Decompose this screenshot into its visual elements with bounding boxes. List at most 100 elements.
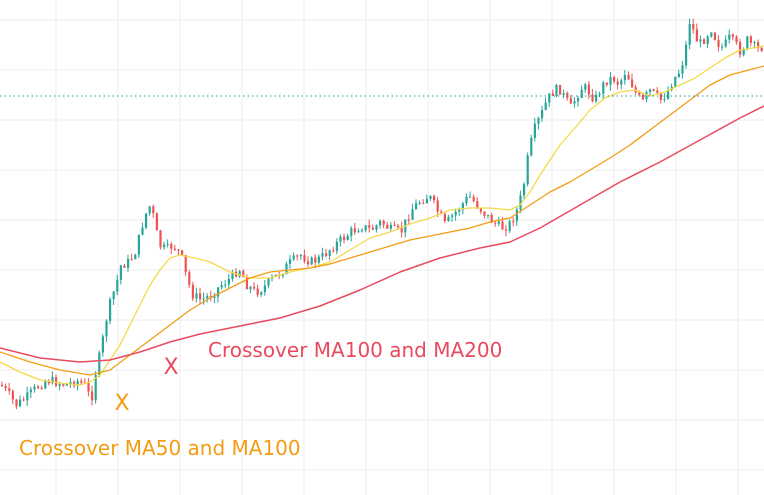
candle-body: [760, 47, 763, 52]
candle-body: [15, 399, 18, 407]
candle-body: [224, 284, 227, 286]
candle-body: [706, 36, 709, 45]
candle-body: [29, 389, 32, 393]
candle-body: [454, 211, 457, 216]
candle-body: [163, 244, 166, 248]
candle-body: [577, 97, 580, 102]
candle-body: [91, 391, 94, 401]
candle-body: [364, 225, 367, 231]
candle-body: [245, 277, 248, 290]
candle-body: [685, 44, 688, 66]
candle-body: [605, 82, 608, 85]
candle-body: [551, 93, 554, 96]
candle-body: [407, 219, 410, 221]
candle-body: [94, 375, 97, 401]
candle-body: [429, 195, 432, 199]
candle-body: [289, 259, 292, 264]
candle-body: [523, 184, 526, 196]
candle-body: [674, 76, 677, 87]
candle-body: [141, 227, 144, 235]
candle-body: [638, 92, 641, 95]
candle-body: [573, 101, 576, 104]
candle-body: [652, 89, 655, 91]
candle-body: [109, 299, 112, 321]
candle-body: [508, 221, 511, 231]
candle-body: [681, 65, 684, 74]
candle-body: [418, 202, 421, 204]
candle-body: [641, 94, 644, 100]
candle-body: [33, 386, 36, 390]
candle-body: [487, 214, 490, 216]
candle-body: [47, 381, 50, 384]
candle-body: [361, 230, 364, 232]
candle-body: [591, 94, 594, 102]
candle-body: [710, 32, 713, 37]
candle-body: [490, 214, 493, 223]
candlesticks: [1, 18, 763, 410]
candle-body: [512, 221, 515, 223]
candle-body: [436, 200, 439, 212]
candle-body: [51, 377, 54, 384]
candle-body: [353, 228, 356, 233]
candle-body: [148, 206, 151, 214]
candle-body: [116, 279, 119, 292]
candle-body: [742, 49, 745, 55]
candle-body: [231, 271, 234, 279]
candle-body: [40, 388, 43, 390]
candle-body: [382, 220, 385, 225]
candle-body: [746, 36, 749, 50]
candle-body: [155, 213, 158, 231]
candle-body: [494, 222, 497, 224]
candle-body: [202, 298, 205, 300]
candle-body: [130, 258, 133, 260]
candle-body: [692, 24, 695, 30]
candle-body: [483, 211, 486, 216]
candle-body: [188, 272, 191, 285]
candle-body: [368, 225, 371, 228]
candle-body: [519, 195, 522, 210]
candle-body: [346, 235, 349, 241]
candle-body: [620, 80, 623, 85]
candle-body: [317, 256, 320, 263]
candle-body: [533, 123, 536, 138]
candle-body: [609, 77, 612, 85]
candle-body: [562, 92, 565, 95]
candle-body: [321, 253, 324, 257]
candle-body: [411, 209, 414, 220]
ma-line-ma50: [0, 45, 764, 386]
candle-body: [184, 254, 187, 273]
candle-body: [206, 296, 209, 299]
candle-body: [695, 29, 698, 42]
candle-body: [721, 46, 724, 48]
candle-body: [191, 284, 194, 299]
candle-body: [249, 286, 252, 290]
candle-body: [303, 255, 306, 262]
candle-body: [357, 231, 360, 233]
candle-body: [451, 215, 454, 217]
candle-body: [87, 382, 90, 392]
candle-body: [415, 203, 418, 210]
candle-body: [602, 82, 605, 94]
candle-body: [544, 102, 547, 110]
crossover-marker-1: X: [114, 391, 129, 416]
annotation-ma100-ma200: Crossover MA100 and MA200: [208, 338, 502, 362]
candle-body: [465, 196, 468, 204]
candle-body: [616, 81, 619, 85]
candle-body: [667, 90, 670, 99]
candle-body: [166, 243, 169, 245]
candle-body: [505, 229, 508, 231]
candle-body: [623, 74, 626, 81]
candle-body: [559, 84, 562, 95]
candle-body: [112, 291, 115, 300]
candle-body: [649, 89, 652, 92]
candle-body: [350, 228, 353, 236]
candle-body: [159, 230, 162, 248]
candle-body: [598, 93, 601, 95]
candle-body: [1, 385, 4, 387]
candle-body: [627, 74, 630, 80]
candle-body: [119, 265, 122, 280]
candle-body: [177, 249, 180, 251]
candle-body: [199, 293, 202, 300]
candle-body: [267, 278, 270, 286]
